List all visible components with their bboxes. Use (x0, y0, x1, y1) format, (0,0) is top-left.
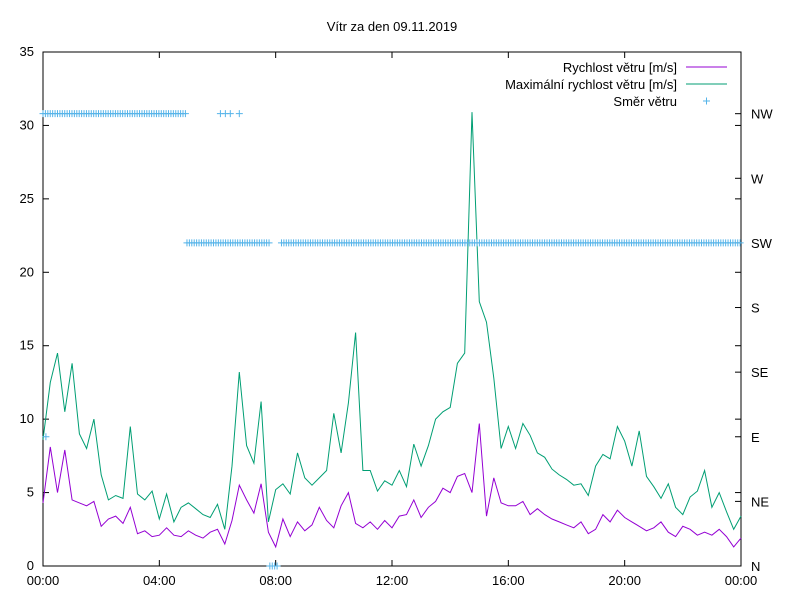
direction-point (736, 239, 744, 247)
y-tick-label: 25 (20, 191, 34, 206)
legend-label: Směr větru (613, 94, 677, 109)
series-line-0 (42, 423, 742, 549)
direction-point (235, 110, 243, 118)
y-tick-label: 0 (27, 558, 34, 573)
x-tick-label: 00:00 (725, 573, 758, 588)
x-tick-label: 08:00 (259, 573, 292, 588)
chart-title: Vítr za den 09.11.2019 (327, 19, 458, 34)
legend-swatch (703, 97, 710, 105)
y-tick-label: 10 (20, 411, 34, 426)
x-tick-label: 04:00 (143, 573, 176, 588)
direction-point (226, 110, 234, 118)
series-line-1 (42, 112, 742, 531)
y2-tick-label: SE (751, 365, 769, 380)
x-tick-label: 16:00 (492, 573, 525, 588)
y-tick-label: 5 (27, 485, 34, 500)
y2-tick-label: N (751, 559, 760, 574)
y-tick-label: 30 (20, 117, 34, 132)
y2-tick-label: S (751, 301, 760, 316)
x-tick-label: 20:00 (608, 573, 641, 588)
y2-tick-label: SW (751, 236, 773, 251)
legend: Rychlost větru [m/s] Maximální rychlost v… (505, 60, 727, 109)
y-tick-label: 15 (20, 338, 34, 353)
y2-tick-label: NE (751, 494, 769, 509)
legend-label: Maximální rychlost větru [m/s] (505, 77, 677, 92)
y2-tick-label: W (751, 171, 764, 186)
legend-label: Rychlost větru [m/s] (563, 60, 677, 75)
direction-points (39, 110, 744, 570)
x-tick-label: 00:00 (27, 573, 60, 588)
direction-point (42, 433, 50, 441)
plot-frame (42, 51, 742, 567)
direction-point (273, 562, 281, 570)
y-tick-label: 35 (20, 44, 34, 59)
y2-tick-label: E (751, 430, 760, 445)
direction-point (181, 110, 189, 118)
series-lines (42, 112, 742, 549)
x-tick-label: 12:00 (376, 573, 409, 588)
y-tick-label: 20 (20, 264, 34, 279)
direction-point (265, 239, 273, 247)
axis-ticks: 0 5 10 15 20 25 30 35 00:00 04:00 08:00 12:00 16:00 2… (20, 44, 774, 588)
y2-tick-label: NW (751, 107, 773, 122)
